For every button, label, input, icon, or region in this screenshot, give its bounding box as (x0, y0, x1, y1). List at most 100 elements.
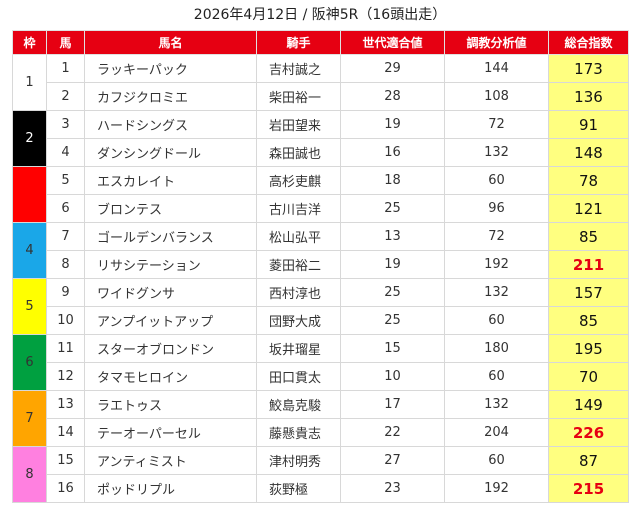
jockey-name: 高杉吏麒 (256, 166, 341, 195)
horse-name: ラッキーパック (84, 54, 257, 83)
training-value: 60 (444, 362, 549, 391)
horse-name: スターオブロンドン (84, 334, 257, 363)
jockey-name: 古川吉洋 (256, 194, 341, 223)
total-score: 157 (548, 278, 629, 307)
generation-value: 29 (340, 54, 445, 83)
generation-value: 27 (340, 446, 445, 475)
training-value: 60 (444, 166, 549, 195)
training-value: 132 (444, 138, 549, 167)
jockey-name: 田口貫太 (256, 362, 341, 391)
generation-value: 17 (340, 390, 445, 419)
generation-value: 25 (340, 194, 445, 223)
horse-name: テーオーパーセル (84, 418, 257, 447)
generation-value: 23 (340, 474, 445, 503)
jockey-name: 藤懸貴志 (256, 418, 341, 447)
jockey-name: 西村淳也 (256, 278, 341, 307)
horse-name: ラエトゥス (84, 390, 257, 419)
generation-value: 19 (340, 110, 445, 139)
total-score: 136 (548, 82, 629, 111)
jockey-name: 岩田望来 (256, 110, 341, 139)
table-row: 7 13 ラエトゥス 鮫島克駿 17 132 149 (12, 390, 629, 447)
jockey-name: 柴田裕一 (256, 82, 341, 111)
training-value: 192 (444, 250, 549, 279)
generation-value: 28 (340, 82, 445, 111)
horse-name: リサシテーション (84, 250, 257, 279)
table-row: 10 アンプイットアップ 団野大成 25 60 85 (13, 306, 629, 335)
horse-number: 8 (46, 250, 85, 279)
jockey-name: 荻野極 (256, 474, 341, 503)
training-value: 60 (444, 446, 549, 475)
header-uma: 馬 (46, 30, 85, 55)
waku-cell: 3 (12, 166, 47, 223)
waku-cell: 6 (12, 334, 47, 391)
generation-value: 22 (340, 418, 445, 447)
training-value: 180 (444, 334, 549, 363)
total-score: 173 (548, 54, 629, 83)
table-row: 1 1 ラッキーパック 吉村誠之 29 144 173 (12, 54, 629, 111)
generation-value: 10 (340, 362, 445, 391)
waku-cell: 2 (12, 110, 47, 167)
jockey-name: 鮫島克駿 (256, 390, 341, 419)
table-row: 6 11 スターオブロンドン 坂井瑠星 15 180 195 (12, 334, 629, 391)
generation-value: 25 (340, 278, 445, 307)
horse-number: 2 (46, 82, 85, 111)
horse-name: ダンシングドール (84, 138, 257, 167)
jockey-name: 吉村誠之 (256, 54, 341, 83)
generation-value: 18 (340, 166, 445, 195)
race-table: 枠 馬 馬名 騎手 世代適合値 調教分析値 総合指数 1 1 ラッキーパック 吉村誠之… (12, 30, 629, 503)
horse-number: 11 (46, 334, 85, 363)
header-row: 枠 馬 馬名 騎手 世代適合値 調教分析値 総合指数 (12, 30, 629, 55)
training-value: 132 (444, 278, 549, 307)
horse-number: 7 (46, 222, 85, 251)
table-row: 8 リサシテーション 菱田裕二 19 192 211 (13, 250, 629, 279)
table-row: 14 テーオーパーセル 藤懸貴志 22 204 226 (13, 418, 629, 447)
generation-value: 25 (340, 306, 445, 335)
horse-name: ポッドリプル (84, 474, 257, 503)
total-score: 148 (548, 138, 629, 167)
training-value: 72 (444, 222, 549, 251)
total-score: 211 (548, 250, 629, 279)
horse-name: ワイドグンサ (84, 278, 257, 307)
training-value: 108 (444, 82, 549, 111)
horse-name: エスカレイト (84, 166, 257, 195)
total-score: 91 (548, 110, 629, 139)
training-value: 144 (444, 54, 549, 83)
table-row: 2 3 ハードシングス 岩田望来 19 72 91 (12, 110, 629, 167)
horse-name: ハードシングス (84, 110, 257, 139)
header-generation: 世代適合値 (340, 30, 445, 55)
total-score: 121 (548, 194, 629, 223)
total-score: 85 (548, 222, 629, 251)
waku-cell: 1 (12, 54, 47, 111)
horse-number: 4 (46, 138, 85, 167)
horse-number: 9 (46, 278, 85, 307)
jockey-name: 団野大成 (256, 306, 341, 335)
total-score: 85 (548, 306, 629, 335)
table-row: 4 ダンシングドール 森田誠也 16 132 148 (13, 138, 629, 167)
horse-name: アンプイットアップ (84, 306, 257, 335)
training-value: 132 (444, 390, 549, 419)
horse-number: 10 (46, 306, 85, 335)
horse-number: 3 (46, 110, 85, 139)
header-waku: 枠 (12, 30, 47, 55)
horse-number: 1 (46, 54, 85, 83)
training-value: 96 (444, 194, 549, 223)
generation-value: 15 (340, 334, 445, 363)
horse-name: アンティミスト (84, 446, 257, 475)
table-row: 16 ポッドリプル 荻野極 23 192 215 (13, 474, 629, 503)
horse-name: カフジクロミエ (84, 82, 257, 111)
header-jockey: 騎手 (256, 30, 341, 55)
waku-cell: 5 (12, 278, 47, 335)
training-value: 192 (444, 474, 549, 503)
generation-value: 13 (340, 222, 445, 251)
header-training: 調教分析値 (444, 30, 549, 55)
training-value: 72 (444, 110, 549, 139)
horse-number: 12 (46, 362, 85, 391)
table-row: 6 ブロンテス 古川吉洋 25 96 121 (13, 194, 629, 223)
waku-cell: 8 (12, 446, 47, 503)
total-score: 70 (548, 362, 629, 391)
horse-name: ブロンテス (84, 194, 257, 223)
total-score: 215 (548, 474, 629, 503)
jockey-name: 坂井瑠星 (256, 334, 341, 363)
table-row: 12 タマモヒロイン 田口貫太 10 60 70 (13, 362, 629, 391)
training-value: 60 (444, 306, 549, 335)
